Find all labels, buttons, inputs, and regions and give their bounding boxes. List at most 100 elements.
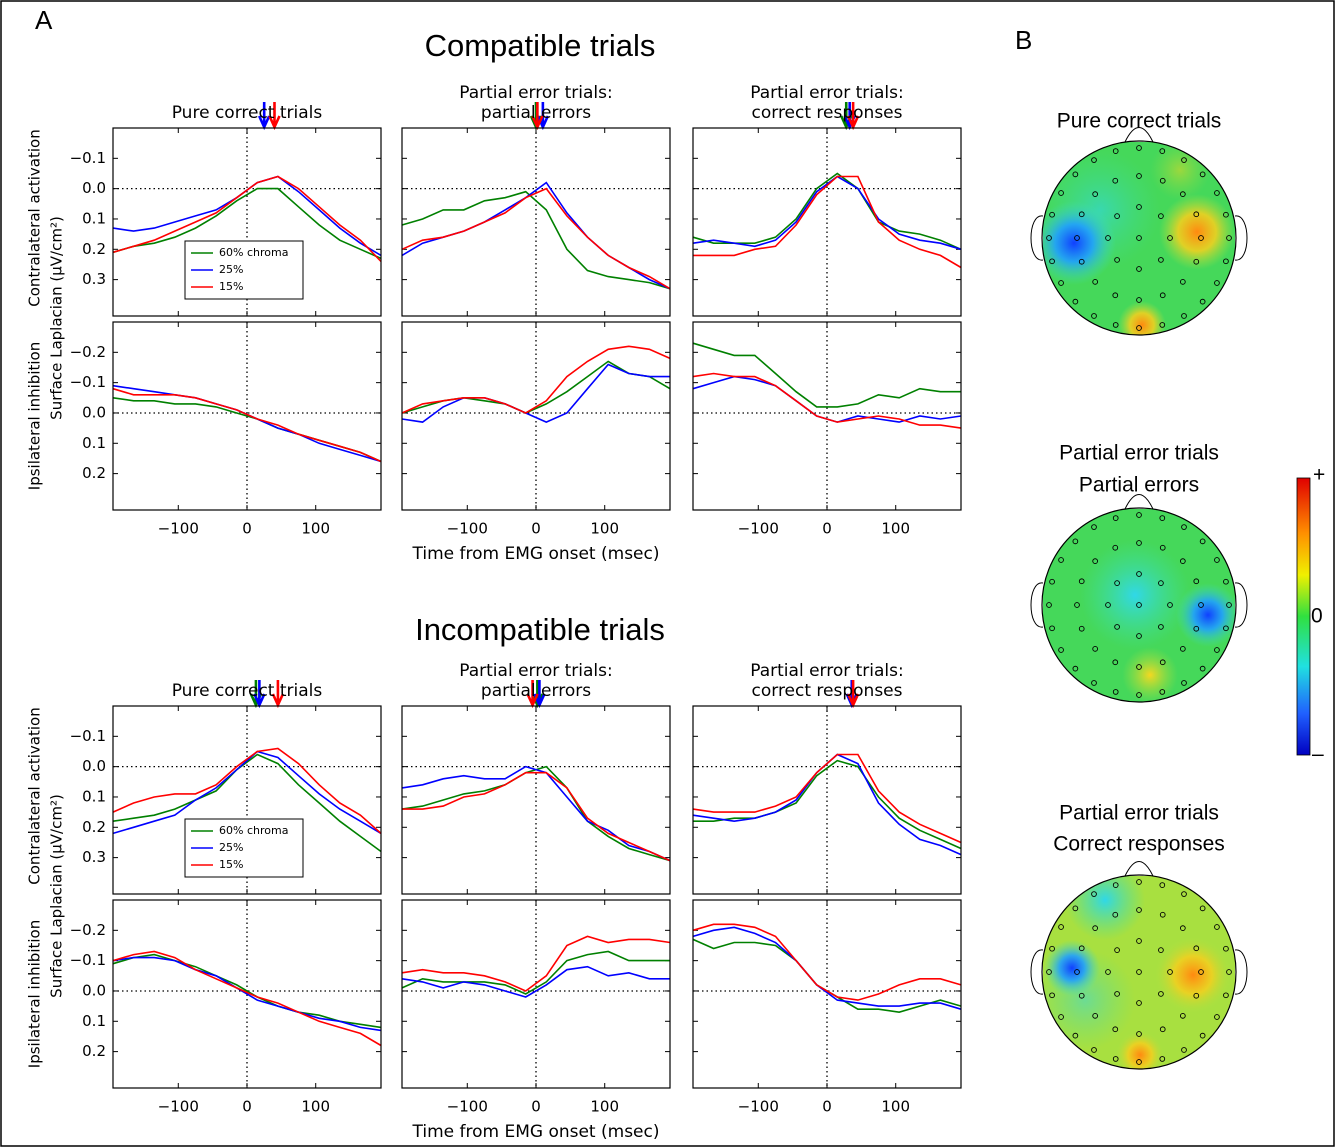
y-tick-label: −0.1 [70, 373, 106, 391]
y-tick-label: 0.1 [82, 209, 106, 227]
electrode [1112, 515, 1119, 521]
y-tick-label: 0.3 [82, 270, 106, 288]
electrode [1159, 292, 1166, 299]
electrode [1199, 171, 1206, 178]
series-line [401, 345, 671, 414]
panel-title: Pure correct trials [172, 103, 323, 123]
peak-arrow [531, 102, 544, 131]
electrode [1058, 924, 1064, 930]
series-line [401, 190, 671, 290]
electrode [1167, 969, 1173, 975]
electrode [1072, 1032, 1079, 1039]
plot-frame [402, 900, 670, 1088]
y-axis-label: Contralateral activation [26, 707, 44, 884]
panel-title: Partial error trials: [750, 83, 904, 103]
electrode [1214, 924, 1220, 930]
electrode [1078, 945, 1085, 952]
electrode [1167, 235, 1173, 241]
electrode [1114, 257, 1120, 263]
electrode [1091, 524, 1097, 530]
x-tick-label: 0 [822, 1098, 832, 1116]
peak-arrow [257, 102, 271, 131]
electrode [1049, 578, 1055, 585]
x-tick-label: 100 [301, 1098, 330, 1116]
colorbar-label: + [1313, 464, 1325, 487]
electrode [1226, 235, 1232, 241]
electrode [1158, 624, 1164, 630]
electrode [1181, 891, 1187, 897]
series-line [401, 950, 670, 995]
series-line [112, 175, 382, 262]
nose [1124, 127, 1154, 143]
plot-border [692, 705, 962, 895]
x-tick-label: 0 [242, 1098, 252, 1116]
legend-label: 25% [219, 841, 243, 854]
series-line [112, 747, 382, 834]
panel-label: A [35, 5, 53, 35]
electrode [1193, 578, 1200, 585]
section-title: Compatible trials [425, 28, 656, 63]
x-tick-label: 0 [531, 1098, 541, 1116]
series-line [692, 926, 962, 1010]
electrode [1112, 544, 1119, 551]
electrode [1193, 211, 1200, 218]
electrode [1179, 191, 1186, 198]
electrode [1105, 969, 1111, 975]
electrode [1179, 1012, 1186, 1019]
topomap-title: Partial error trials [1059, 802, 1219, 825]
electrode [1058, 557, 1064, 563]
electrode [1136, 512, 1142, 518]
x-tick-label: 100 [590, 1098, 619, 1116]
plot-frame [693, 322, 961, 510]
panel: Partial error trials:partial errors [401, 661, 671, 895]
electrode [1072, 905, 1079, 912]
blob [1176, 583, 1236, 647]
electrode [1198, 235, 1204, 241]
panel: Partial error trials:correct responses [692, 661, 962, 895]
y-tick-label: 0.1 [82, 787, 106, 805]
electrode [1136, 145, 1142, 151]
blob [1042, 201, 1116, 285]
series-line [401, 965, 670, 998]
panel-title: Partial error trials: [459, 661, 613, 681]
y-tick-label: −0.2 [70, 343, 106, 361]
plot-border [692, 321, 962, 511]
electrode [1136, 907, 1142, 913]
electrode [1181, 157, 1187, 163]
peak-arrow [271, 680, 285, 709]
series-line [693, 759, 962, 850]
electrode [1091, 891, 1097, 897]
electrode [1114, 947, 1120, 953]
ear [1234, 582, 1248, 628]
electrode [1181, 680, 1187, 686]
electrode [1136, 692, 1142, 698]
electrode [1199, 538, 1206, 545]
ear [1234, 949, 1248, 995]
plot-frame [693, 706, 961, 894]
electrode [1193, 992, 1200, 999]
panel-title: Partial error trials: [750, 661, 904, 681]
series-line [112, 750, 382, 835]
electrode [1091, 1047, 1097, 1053]
blob [1118, 301, 1166, 335]
nose [1124, 861, 1154, 877]
electrode [1136, 938, 1142, 944]
electrode [1049, 211, 1055, 218]
y-tick-label: −0.1 [70, 727, 106, 745]
electrode [1179, 645, 1186, 652]
electrode [1158, 257, 1164, 263]
series-line [692, 753, 962, 844]
y-tick-label: 0.2 [82, 464, 106, 482]
series-line [401, 363, 670, 423]
y-tick-label: 0.0 [82, 179, 106, 197]
electrode [1136, 633, 1142, 639]
electrode [1072, 665, 1079, 672]
panel: −0.1 0.0 0.1 0.2 0.3 Pure correct trials 60% c… [70, 102, 382, 317]
legend-label: 60% chroma [219, 824, 288, 837]
colorbar-label: 0 [1311, 605, 1323, 628]
x-axis-label: Time from EMG onset (msec) [411, 1122, 659, 1142]
electrode [1223, 625, 1229, 632]
electrode [1214, 190, 1220, 196]
panel: −0.1 0.0 0.1 0.2 0.3 Pure correct trials 60% c… [70, 680, 382, 895]
electrode [1074, 235, 1080, 241]
